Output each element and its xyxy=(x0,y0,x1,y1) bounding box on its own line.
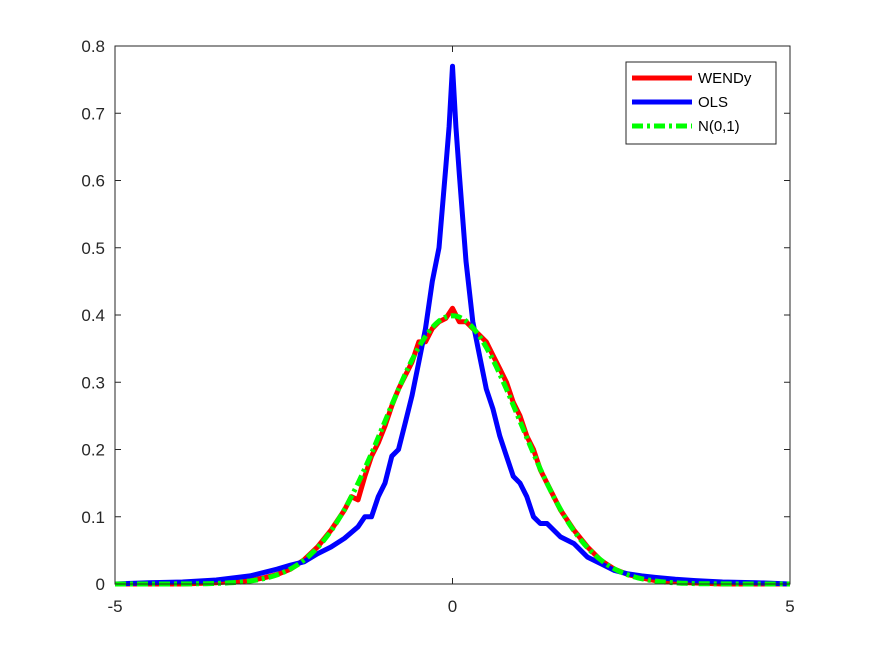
series-line-n-0-1 xyxy=(115,313,790,587)
y-tick-label: 0.5 xyxy=(81,239,105,258)
x-tick-label: 5 xyxy=(785,597,794,616)
legend-label-wendy: WENDy xyxy=(698,70,752,87)
y-tick-labels: 0 0.1 0.2 0.3 0.4 0.5 0.6 0.7 0.8 xyxy=(81,37,105,594)
x-tick-labels: -5 0 5 xyxy=(107,597,794,616)
x-tick-label: 0 xyxy=(448,597,457,616)
y-tick-label: 0.7 xyxy=(81,104,105,123)
series-line-ols xyxy=(114,63,791,587)
y-tick-label: 0.6 xyxy=(81,172,105,191)
y-tick-label: 0.1 xyxy=(81,508,105,527)
series-layer xyxy=(114,63,791,587)
series-line-wendy xyxy=(115,305,790,587)
y-tick-label: 0.4 xyxy=(81,306,105,325)
tick-marks xyxy=(114,45,791,585)
legend-label-normal-dist: N(0,1) xyxy=(698,118,740,135)
legend-label-normal: OLS xyxy=(698,94,728,111)
x-tick-label: -5 xyxy=(107,597,122,616)
y-tick-label: 0 xyxy=(96,575,105,594)
legend: WENDy OLS N(0,1) xyxy=(625,61,777,145)
y-tick-label: 0.8 xyxy=(81,37,105,56)
y-tick-label: 0.3 xyxy=(81,373,105,392)
y-tick-label: 0.2 xyxy=(81,441,105,460)
